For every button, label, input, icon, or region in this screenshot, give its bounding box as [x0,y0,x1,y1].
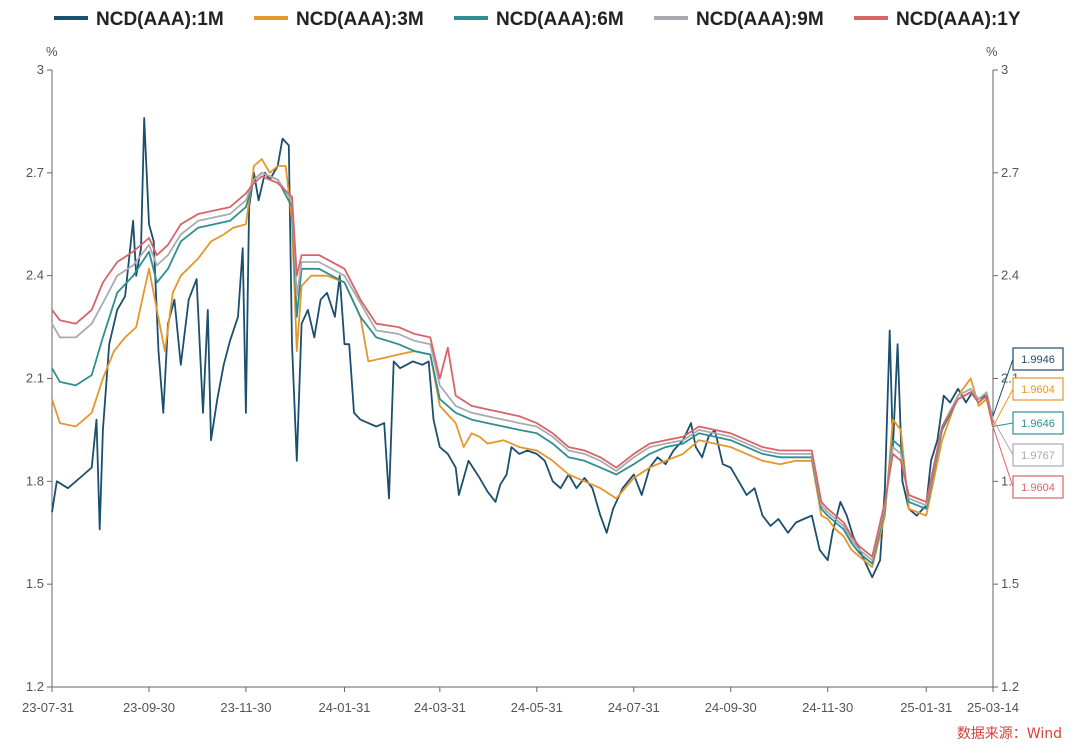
value-tag-label: 1.9646 [1021,418,1055,430]
legend-swatch [254,16,288,20]
tag-connector [992,419,1014,456]
left-axis-unit: % [46,44,58,59]
series-line-1 [51,117,994,579]
value-tag-box [1012,475,1064,499]
left-y-tick-label: 1.5 [26,576,44,591]
value-tag-label: 1.9946 [1021,354,1055,366]
legend-label: NCD(AAA):6M [496,9,624,30]
right-y-tick-label: 1.2 [1001,679,1019,694]
last-value-tags: 1.9946 1.9604 1.9646 1.9767 1.9604 [992,347,1064,499]
series-line-5 [51,175,994,558]
x-tick-label: 24-07-31 [608,700,660,715]
series-line-4 [51,171,994,562]
series-lines [51,117,994,579]
right-axis-unit: % [986,44,998,59]
value-tag-label: 1.9767 [1021,450,1055,462]
legend-label: NCD(AAA):1M [96,9,224,30]
value-tag-box [1012,347,1064,371]
y-axis-ticks: 3 32.7 2.72.4 2.42.1 2.11.8 1.81.5 1.51.2 1.2 [26,62,1019,694]
value-tag-label: 1.9604 [1021,482,1055,494]
value-tag-label: 1.9604 [1021,384,1055,396]
x-tick-label: 24-03-31 [414,700,466,715]
data-source: 数据来源：Wind [957,726,1062,742]
legend-swatch [54,16,88,20]
legend-swatch [854,16,888,20]
left-y-tick-label: 3 [37,62,44,77]
chart-legend: NCD(AAA):1M NCD(AAA):3M NCD(AAA):6M NCD(AAA… [54,9,1021,30]
series-line-3 [51,171,994,565]
tag-connector [992,358,1014,417]
x-tick-label: 24-09-30 [705,700,757,715]
legend-label: NCD(AAA):9M [696,9,824,30]
left-y-tick-label: 1.8 [26,473,44,488]
value-tag-box [1012,377,1064,401]
legend-label: NCD(AAA):1Y [896,9,1021,30]
legend-swatch [654,16,688,20]
x-tick-label: 24-05-31 [511,700,563,715]
tag-connector [992,426,1014,488]
x-tick-label: 24-01-31 [318,700,370,715]
legend-swatch [454,16,488,20]
x-tick-label: 25-03-14 [967,700,1019,715]
left-y-tick-label: 2.7 [26,165,44,180]
series-line-2 [51,158,994,568]
x-tick-label: 23-11-30 [220,700,271,715]
value-tag-box [1012,443,1064,467]
x-tick-label: 24-11-30 [802,700,853,715]
right-y-tick-label: 2.4 [1001,268,1019,283]
x-tick-label: 23-07-31 [22,700,74,715]
right-y-tick-label: 1.5 [1001,576,1019,591]
x-axis-ticks: 23-07-31 23-09-30 23-11-30 24-01-31 24-03-31… [22,687,1019,715]
x-tick-label: 25-01-31 [900,700,952,715]
left-y-tick-label: 2.1 [26,371,44,386]
right-y-tick-label: 2.7 [1001,165,1019,180]
legend-label: NCD(AAA):3M [296,9,424,30]
left-y-tick-label: 1.2 [26,679,44,694]
tag-connector [992,388,1014,427]
value-tag-box [1012,411,1064,435]
left-y-tick-label: 2.4 [26,268,44,283]
right-y-tick-label: 3 [1001,62,1008,77]
x-tick-label: 23-09-30 [123,700,175,715]
